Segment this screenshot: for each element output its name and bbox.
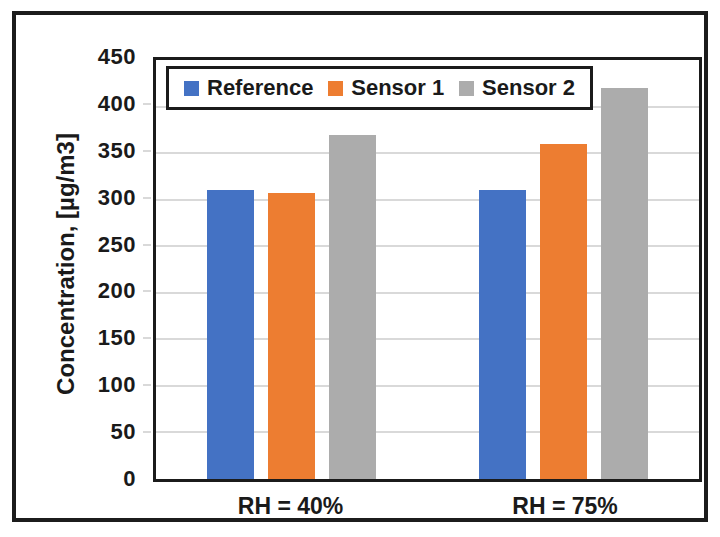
legend-item-sensor2: Sensor 2 (459, 75, 575, 101)
y-tickmark-350 (143, 150, 151, 152)
legend-label-sensor1: Sensor 1 (351, 75, 444, 101)
figure-frame: Concentration, [µg/m3] 450 400 350 300 250 20… (12, 11, 708, 522)
y-tickmark-250 (143, 244, 151, 246)
y-tick-label-0: 0 (64, 466, 136, 492)
y-tick-label-100: 100 (64, 372, 136, 398)
bar-sensor2-cat0 (329, 135, 376, 479)
bar-reference-cat1 (479, 190, 526, 479)
y-tickmark-50 (143, 431, 151, 433)
y-tick-label-150: 150 (64, 325, 136, 351)
x-axis-label-rh75: RH = 75% (428, 492, 702, 520)
y-tickmark-400 (143, 103, 151, 105)
y-axis-title-text: Concentration, [µg/m3] (52, 133, 80, 395)
legend-swatch-sensor2-icon (459, 81, 474, 96)
y-tick-label-200: 200 (64, 278, 136, 304)
bar-reference-cat0 (207, 190, 254, 479)
legend-label-reference: Reference (207, 75, 313, 101)
y-tick-label-400: 400 (64, 91, 136, 117)
y-tickmark-100 (143, 384, 151, 386)
legend: Reference Sensor 1 Sensor 2 (166, 66, 593, 110)
y-tick-label-350: 350 (64, 138, 136, 164)
legend-swatch-sensor1-icon (328, 81, 343, 96)
y-tick-label-300: 300 (64, 185, 136, 211)
y-tick-label-450: 450 (64, 44, 136, 70)
y-tick-label-50: 50 (64, 419, 136, 445)
bar-sensor1-cat0 (268, 193, 315, 479)
y-tickmark-150 (143, 337, 151, 339)
legend-item-sensor1: Sensor 1 (328, 75, 444, 101)
legend-swatch-reference-icon (184, 81, 199, 96)
y-tickmark-200 (143, 290, 151, 292)
bar-sensor1-cat1 (540, 144, 587, 479)
plot-area (153, 57, 702, 482)
legend-item-reference: Reference (184, 75, 313, 101)
legend-label-sensor2: Sensor 2 (482, 75, 575, 101)
y-tick-label-250: 250 (64, 232, 136, 258)
bar-sensor2-cat1 (601, 88, 648, 479)
y-tickmark-300 (143, 197, 151, 199)
x-axis-label-rh40: RH = 40% (153, 492, 428, 520)
